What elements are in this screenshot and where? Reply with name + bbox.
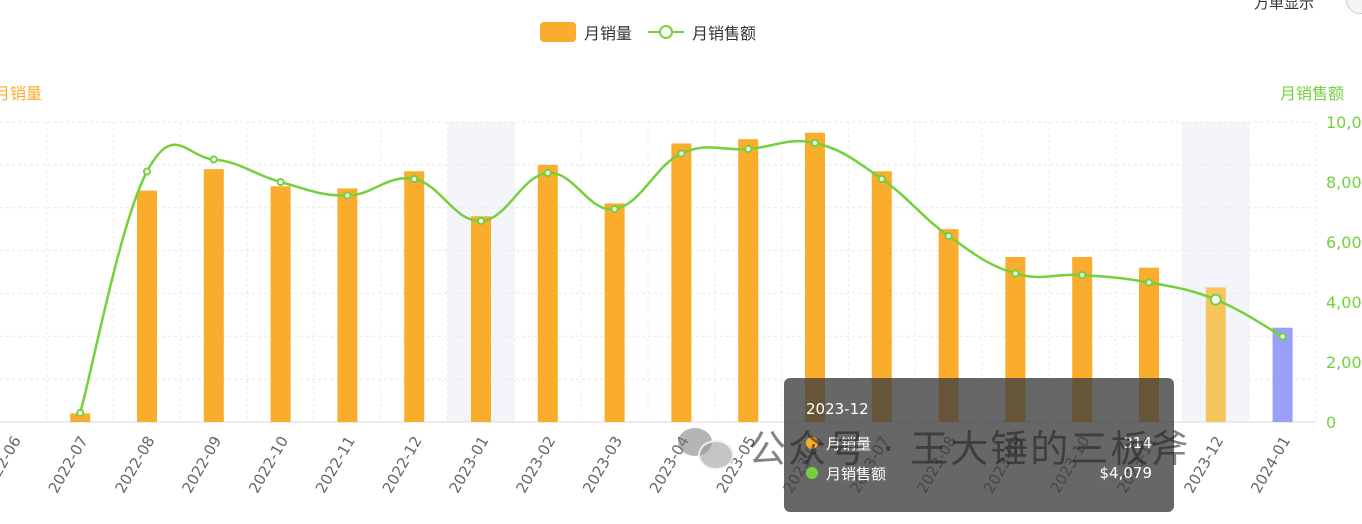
line-point-2022-12 bbox=[410, 175, 419, 183]
bar-2023-08 bbox=[938, 229, 959, 422]
x-tick-label-2022-09: 2022-09 bbox=[178, 433, 225, 496]
x-tick-label-2023-01: 2023-01 bbox=[446, 433, 493, 496]
legend-line-label: 月销售额 bbox=[692, 24, 757, 43]
watermark: 公众号 · 王大锤的三板斧 bbox=[676, 418, 1190, 473]
line-point-2024-01 bbox=[1278, 332, 1287, 341]
tooltip-bar-name: 月销量 bbox=[826, 434, 872, 453]
legend-item-bar[interactable]: 月销量 bbox=[540, 20, 632, 44]
bar-2022-07 bbox=[70, 413, 91, 422]
tooltip-bar-value: 314 bbox=[1123, 434, 1152, 452]
x-tick-label-2022-06: 2022-06 bbox=[0, 433, 25, 496]
bar-2023-07 bbox=[871, 171, 892, 422]
tooltip-line-value: $4,079 bbox=[1099, 464, 1153, 482]
line-point-2023-10 bbox=[1078, 271, 1087, 279]
legend-line-swatch bbox=[648, 22, 685, 42]
line-point-2022-10 bbox=[276, 178, 285, 186]
tooltip: 2023-12 月销量 314 月销售额 $4,079 bbox=[784, 378, 1174, 512]
unit-toggle-label[interactable]: 万单显示 bbox=[1254, 0, 1315, 12]
line-point-2022-11 bbox=[343, 191, 352, 200]
right-axis-tick-label: 2,00 bbox=[1326, 353, 1362, 372]
x-tick-label-2022-07: 2022-07 bbox=[45, 433, 92, 496]
x-tick-label-2022-08: 2022-08 bbox=[112, 433, 159, 496]
bar-2023-06 bbox=[805, 132, 825, 422]
bar-2022-08 bbox=[137, 190, 157, 422]
tooltip-title: 2023-12 bbox=[806, 400, 869, 418]
tooltip-row-line: 月销售额 $4,079 bbox=[806, 458, 1152, 488]
line-point-2023-02 bbox=[543, 169, 552, 177]
bar-2022-11 bbox=[337, 188, 358, 422]
tooltip-line-dot bbox=[806, 467, 818, 479]
line-point-2023-12 bbox=[1209, 293, 1222, 306]
line-point-2023-01 bbox=[477, 217, 485, 225]
x-tick-label-2022-11: 2022-11 bbox=[312, 433, 359, 496]
line-point-2023-05 bbox=[744, 145, 753, 153]
bar-2024-01 bbox=[1272, 327, 1293, 422]
bar-2023-02 bbox=[537, 164, 558, 422]
x-tick-label-2024-01: 2024-01 bbox=[1247, 433, 1294, 496]
right-axis-tick-label: 10,0 bbox=[1326, 113, 1362, 132]
line-point-2022-08 bbox=[143, 167, 151, 176]
line-point-2023-07 bbox=[877, 175, 886, 183]
bar-2023-04 bbox=[671, 143, 692, 422]
wechat-icon bbox=[676, 424, 734, 470]
line-point-2023-06 bbox=[811, 139, 819, 147]
tooltip-line-name: 月销售额 bbox=[826, 464, 887, 483]
x-tick-label-2022-12: 2022-12 bbox=[379, 433, 426, 496]
line-point-2023-08 bbox=[944, 232, 953, 240]
bar-2023-12 bbox=[1205, 287, 1226, 422]
watermark-text: 公众号 · 王大锤的三板斧 bbox=[748, 427, 1191, 471]
x-tick-label-2023-02: 2023-02 bbox=[512, 433, 559, 496]
right-axis-tick-label: 6,00 bbox=[1326, 233, 1362, 252]
bar-2022-12 bbox=[404, 171, 425, 422]
x-tick-label-2022-10: 2022-10 bbox=[245, 433, 292, 496]
bar-2023-01 bbox=[471, 216, 491, 422]
bar-2022-10 bbox=[270, 186, 291, 422]
right-axis-tick-label: 8,00 bbox=[1326, 173, 1362, 192]
tooltip-bar-dot bbox=[806, 437, 818, 449]
bar-2023-05 bbox=[738, 139, 759, 422]
line-point-2023-09 bbox=[1011, 269, 1020, 278]
line-point-2023-04 bbox=[677, 149, 686, 158]
legend-bar-swatch bbox=[540, 22, 576, 42]
right-axis-tick-label: 0 bbox=[1326, 413, 1336, 432]
right-axis-tick-label: 4,00 bbox=[1326, 293, 1362, 312]
left-axis-name: 月销量 bbox=[0, 84, 43, 103]
legend: 月销量 月销售额 bbox=[540, 20, 756, 44]
legend-item-line[interactable]: 月销售额 bbox=[648, 20, 756, 44]
legend-bar-label: 月销量 bbox=[584, 24, 633, 43]
bar-2023-03 bbox=[604, 203, 625, 422]
tooltip-row-bar: 月销量 314 bbox=[806, 428, 1152, 458]
line-point-2022-09 bbox=[209, 155, 218, 164]
line-series-sales bbox=[78, 139, 1284, 414]
x-tick-label-2023-03: 2023-03 bbox=[579, 433, 626, 496]
right-axis-name: 月销售额 bbox=[1280, 84, 1345, 103]
line-point-2022-07 bbox=[76, 409, 85, 417]
line-point-2023-11 bbox=[1145, 278, 1153, 287]
bar-2022-09 bbox=[203, 169, 224, 422]
line-point-2023-03 bbox=[610, 205, 619, 213]
